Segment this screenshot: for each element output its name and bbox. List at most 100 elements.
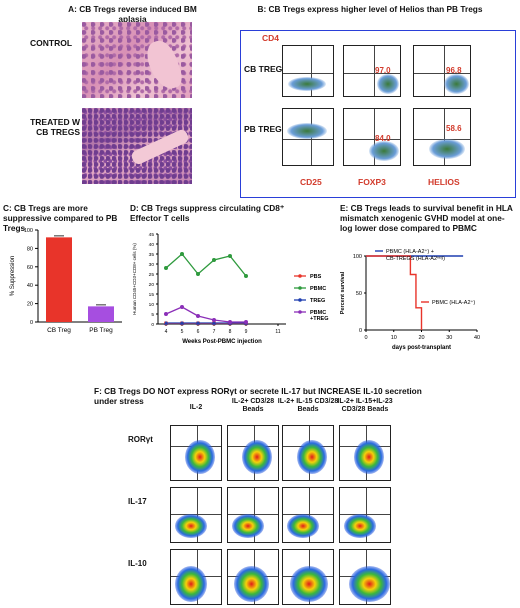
treated-label: TREATED W CB TREGS xyxy=(30,117,80,137)
panel-e-title: E: CB Tregs leads to survival benefit in… xyxy=(340,203,513,233)
cd25-axis-label: CD25 xyxy=(300,177,322,187)
cb-foxp3-percent: 97.0 xyxy=(375,66,391,75)
y-tick-label: 0 xyxy=(151,322,154,328)
data-point xyxy=(211,320,217,325)
data-point xyxy=(164,266,168,270)
flow-plot-r2-c1 xyxy=(170,487,222,543)
data-point xyxy=(163,320,169,325)
series-line-pbmc-treg xyxy=(165,306,246,323)
panel-c-title: C: CB Tregs are more suppressive compare… xyxy=(3,203,118,233)
pb-cd25-flow-plot xyxy=(282,108,334,166)
legend-marker xyxy=(298,274,302,278)
data-point xyxy=(196,272,200,276)
panel-c-bar-chart: 0 20 40 60 80 100 % Suppression CB Treg PB Treg xyxy=(10,228,122,334)
y-tick-label: 0 xyxy=(30,320,33,326)
flow-plot-r3-c4 xyxy=(339,549,391,605)
pb-helios-flow-plot xyxy=(413,108,471,166)
helios-axis-label: HELIOS xyxy=(428,177,460,187)
cb-helios-flow-plot xyxy=(413,45,471,97)
legend-marker xyxy=(298,310,302,314)
y-tick-label: 10 xyxy=(149,302,155,308)
y-tick-label: 40 xyxy=(27,283,33,289)
y-tick-label: 5 xyxy=(151,312,154,318)
legend-label: PBMC (HLA-A2⁺) xyxy=(432,299,475,306)
column-label-3: IL-2+ IL-15 CD3/28 Beads xyxy=(277,398,339,413)
bar-pb-treg xyxy=(88,306,114,322)
data-point xyxy=(180,305,184,309)
y-tick-label: 100 xyxy=(24,228,33,234)
x-tick-label: 5 xyxy=(181,329,184,335)
y-axis-label: % Suppression xyxy=(10,256,16,296)
flow-plot-r2-c3 xyxy=(282,487,334,543)
column-label-2: IL-2+ CD3/28 Beads xyxy=(231,398,275,413)
cd4-axis-label: CD4 xyxy=(262,33,280,43)
y-tick-label: 45 xyxy=(149,232,155,238)
flow-plot-r1-c3 xyxy=(282,425,334,481)
cb-helios-percent: 96.8 xyxy=(446,66,462,75)
y-axis-label: Human CD45+CD3+CD8+ cells (%) xyxy=(132,243,137,315)
cb-foxp3-flow-plot xyxy=(343,45,401,97)
x-tick-label: 8 xyxy=(229,329,232,335)
column-label-4: IL-2+ IL-15+IL-23 CD3/28 Beads xyxy=(337,398,393,413)
legend-marker xyxy=(298,286,302,290)
pb-tregs-row-label: PB TREGS xyxy=(244,124,288,134)
x-tick-label: 6 xyxy=(197,329,200,335)
y-tick-label: 60 xyxy=(27,265,33,271)
y-tick-label: 25 xyxy=(149,272,155,278)
x-tick-label: 0 xyxy=(364,335,367,341)
panel-d-title: D: CB Tregs suppress circulating CD8⁺ Ef… xyxy=(130,203,285,223)
column-label-1: IL-2 xyxy=(189,404,203,411)
pb-foxp3-flow-plot xyxy=(343,108,401,166)
data-point xyxy=(212,258,216,262)
y-tick-label: 35 xyxy=(149,252,155,258)
data-point xyxy=(228,254,232,258)
category-label: CB Treg xyxy=(47,327,71,334)
cb-cd25-flow-plot xyxy=(282,45,334,97)
data-point xyxy=(228,320,232,324)
data-point xyxy=(164,312,168,316)
legend-label: PBS xyxy=(310,274,322,280)
pb-foxp3-percent: 84.0 xyxy=(375,134,391,143)
y-tick-label: 20 xyxy=(149,282,155,288)
x-tick-label: 7 xyxy=(213,329,216,335)
series-line-pbmc xyxy=(165,253,247,277)
row-label-1: RORγt xyxy=(128,435,153,444)
control-label: CONTROL xyxy=(30,38,73,48)
legend-label-cont: CB-TREGS (HLA-A2ⁿᵉᵍ) xyxy=(386,255,445,262)
row-label-2: IL-17 xyxy=(128,497,147,506)
legend-label: PBMC xyxy=(310,286,326,292)
panel-f-title: F: CB Tregs DO NOT express RORγt or secr… xyxy=(94,386,422,406)
legend-label: TREG xyxy=(310,298,325,304)
legend-label: PBMC xyxy=(310,310,326,316)
y-tick-label: 40 xyxy=(149,242,155,248)
data-point xyxy=(179,320,185,325)
x-axis-label: days post-transplant xyxy=(392,345,451,351)
y-tick-label: 100 xyxy=(353,254,362,260)
panel-b-frame xyxy=(240,30,516,198)
x-tick-label: 9 xyxy=(245,329,248,335)
x-tick-label: 10 xyxy=(391,335,397,341)
y-tick-label: 0 xyxy=(359,328,362,334)
y-tick-label: 20 xyxy=(27,302,33,308)
flow-plot-r1-c2 xyxy=(227,425,279,481)
y-tick-label: 50 xyxy=(356,291,362,297)
panel-b-title: B: CB Tregs express higher level of Heli… xyxy=(257,4,483,14)
flow-plot-r1-c1 xyxy=(170,425,222,481)
flow-plot-r3-c3 xyxy=(282,549,334,605)
row-label-3: IL-10 xyxy=(128,559,147,568)
y-tick-label: 15 xyxy=(149,292,155,298)
data-point xyxy=(212,318,216,322)
data-point xyxy=(196,314,200,318)
data-point xyxy=(195,320,201,325)
flow-plot-r1-c4 xyxy=(339,425,391,481)
flow-plot-r2-c2 xyxy=(227,487,279,543)
x-tick-label: 30 xyxy=(446,335,452,341)
legend-label: PBMC (HLA-A2⁺) + xyxy=(386,248,434,255)
legend-label-cont: +TREG xyxy=(310,316,329,322)
panel-e-survival-chart: 0 50 100 0 10 20 30 40 days post-transplant Perce… xyxy=(340,248,480,351)
y-axis-label: Percent survival xyxy=(340,271,346,314)
data-point xyxy=(244,320,248,324)
data-point xyxy=(180,252,184,256)
cb-tregs-row-label: CB TREGS xyxy=(244,64,288,74)
